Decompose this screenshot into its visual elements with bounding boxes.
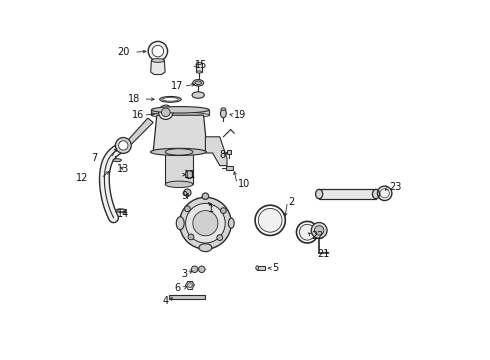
Circle shape: [179, 197, 231, 249]
Circle shape: [202, 193, 209, 199]
Circle shape: [193, 211, 218, 236]
Ellipse shape: [160, 96, 181, 102]
Ellipse shape: [192, 92, 204, 98]
Text: 21: 21: [317, 249, 329, 259]
Bar: [226, 166, 233, 170]
Polygon shape: [205, 137, 227, 166]
Polygon shape: [151, 60, 165, 75]
Bar: [196, 63, 202, 72]
Ellipse shape: [151, 112, 209, 118]
Bar: [170, 295, 205, 299]
Ellipse shape: [221, 108, 226, 110]
Text: 14: 14: [117, 209, 129, 219]
Circle shape: [258, 208, 282, 232]
Circle shape: [119, 141, 128, 150]
Circle shape: [162, 108, 170, 117]
Text: 6: 6: [175, 283, 181, 293]
Circle shape: [192, 266, 198, 273]
Circle shape: [311, 222, 327, 238]
Circle shape: [220, 208, 226, 213]
Polygon shape: [124, 118, 153, 148]
Text: 11: 11: [184, 170, 196, 180]
Text: 10: 10: [238, 179, 250, 189]
Circle shape: [148, 41, 168, 61]
Ellipse shape: [195, 81, 201, 85]
Text: 23: 23: [389, 182, 401, 192]
Ellipse shape: [165, 181, 193, 188]
Text: 2: 2: [288, 197, 294, 207]
Circle shape: [184, 189, 191, 196]
Ellipse shape: [316, 189, 323, 199]
Bar: [227, 150, 231, 154]
Text: 4: 4: [162, 296, 169, 306]
Polygon shape: [165, 152, 193, 184]
Text: 17: 17: [172, 81, 184, 91]
Circle shape: [299, 224, 315, 240]
Ellipse shape: [113, 159, 122, 162]
Text: 5: 5: [272, 263, 278, 273]
Text: 9: 9: [181, 191, 187, 201]
Text: 3: 3: [181, 269, 187, 279]
Circle shape: [380, 189, 390, 198]
Ellipse shape: [118, 210, 124, 212]
Text: 15: 15: [195, 60, 207, 70]
Ellipse shape: [256, 266, 259, 270]
Ellipse shape: [151, 107, 209, 113]
Circle shape: [198, 266, 205, 273]
Polygon shape: [153, 115, 207, 152]
Circle shape: [152, 45, 164, 57]
Ellipse shape: [372, 189, 380, 199]
Circle shape: [116, 138, 131, 153]
Text: 1: 1: [208, 204, 215, 214]
Polygon shape: [151, 110, 209, 115]
Ellipse shape: [176, 217, 184, 230]
Ellipse shape: [165, 149, 193, 155]
Circle shape: [188, 234, 194, 240]
Circle shape: [217, 235, 222, 240]
Ellipse shape: [220, 109, 226, 118]
Text: 13: 13: [117, 164, 129, 174]
Ellipse shape: [116, 209, 126, 212]
Text: 7: 7: [91, 153, 98, 163]
Ellipse shape: [228, 218, 234, 228]
Text: 22: 22: [312, 231, 324, 241]
Bar: [257, 266, 265, 270]
Ellipse shape: [199, 244, 212, 252]
Bar: [319, 189, 376, 199]
Circle shape: [187, 283, 193, 288]
Circle shape: [185, 206, 190, 212]
Text: 12: 12: [76, 173, 88, 183]
Circle shape: [186, 203, 225, 243]
Ellipse shape: [196, 62, 202, 64]
Circle shape: [159, 105, 173, 120]
Text: 20: 20: [117, 47, 129, 57]
Ellipse shape: [163, 98, 178, 101]
Ellipse shape: [151, 59, 164, 62]
Text: 18: 18: [128, 94, 140, 104]
Ellipse shape: [193, 80, 204, 86]
Text: 19: 19: [234, 110, 246, 120]
Circle shape: [315, 226, 324, 235]
Circle shape: [185, 171, 193, 179]
Text: 16: 16: [132, 110, 144, 120]
Ellipse shape: [196, 71, 202, 73]
Text: 8: 8: [219, 150, 225, 160]
Ellipse shape: [150, 148, 206, 156]
